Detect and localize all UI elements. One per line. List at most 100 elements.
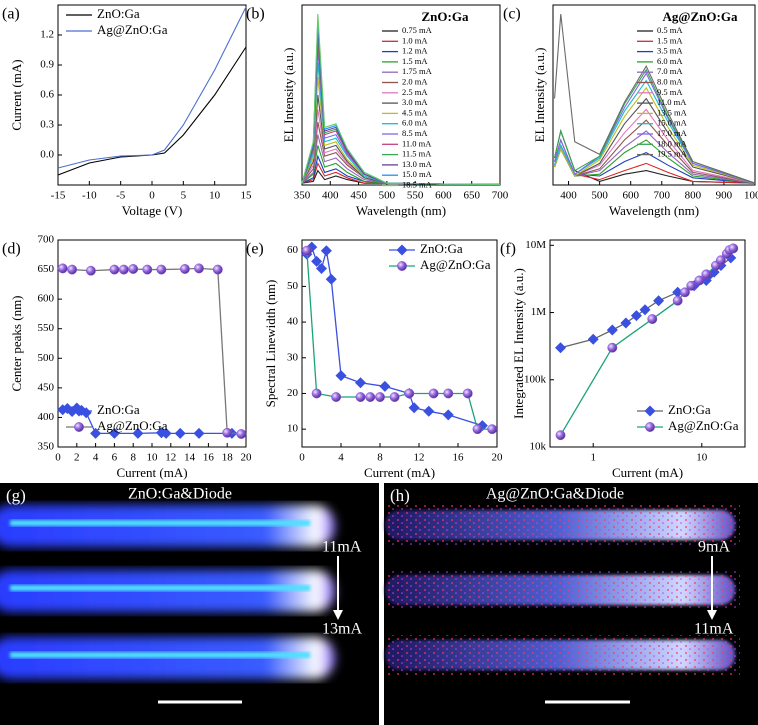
marker — [555, 430, 566, 441]
marker — [90, 427, 102, 439]
marker — [128, 264, 139, 274]
marker — [701, 269, 712, 280]
plot-frame — [552, 4, 756, 186]
marker — [67, 264, 78, 275]
marker — [396, 244, 408, 256]
series-line — [301, 145, 501, 186]
legend-label: 2.0 mA — [402, 76, 428, 86]
marker — [80, 407, 92, 419]
marker — [365, 392, 376, 402]
marker — [442, 409, 454, 421]
marker — [606, 324, 618, 336]
legend-label: 13.5 mA — [657, 107, 688, 117]
legend-label: 11.5 mA — [402, 149, 432, 159]
y-tick-label: 650 — [38, 263, 55, 275]
rods — [385, 505, 740, 675]
legend-label: 6.0 mA — [402, 118, 428, 128]
x-tick-label: 400 — [322, 190, 339, 202]
legend-label: 7.0 mA — [657, 66, 683, 76]
marker — [555, 342, 567, 354]
x-tick-label: 10 — [696, 452, 708, 464]
marker — [375, 392, 385, 402]
rods — [0, 505, 335, 679]
x-tick-label: 0 — [299, 452, 305, 464]
y-tick-label: 450 — [38, 381, 55, 393]
y-tick-label: 30 — [287, 351, 299, 363]
x-tick-label: 400 — [560, 190, 577, 202]
marker — [379, 380, 391, 392]
y-tick-label: 500 — [38, 352, 55, 364]
y-tick-label: 40 — [287, 316, 299, 328]
marker — [118, 264, 129, 275]
x-axis-label: Current (mA) — [364, 465, 435, 480]
x-tick-label: 500 — [379, 190, 396, 202]
series-line — [57, 6, 247, 169]
legend-label: Ag@ZnO:Ga — [97, 418, 168, 433]
series-line — [554, 72, 756, 184]
x-tick-label: 0 — [149, 190, 155, 202]
marker — [428, 388, 439, 399]
x-tick-label: 8 — [377, 452, 383, 464]
legend-label: 15.0 mA — [657, 118, 688, 128]
marker — [728, 243, 739, 254]
marker — [193, 427, 205, 439]
y-tick-label: 550 — [38, 322, 55, 334]
x-axis-label: Voltage (V) — [122, 203, 183, 218]
marker — [222, 427, 233, 438]
marker — [311, 255, 323, 267]
marker — [630, 310, 642, 322]
plot-frame — [549, 239, 746, 448]
x-axis-label: Wavelength (nm) — [356, 203, 446, 218]
marker — [109, 264, 120, 275]
legend-label: ZnO:Ga — [668, 402, 711, 417]
marker — [301, 245, 312, 256]
marker — [325, 273, 337, 285]
y-tick-label: 10M — [525, 239, 546, 251]
x-tick-label: -10 — [82, 190, 97, 202]
current-start: 9mA — [698, 539, 730, 556]
panel-label: (e) — [246, 241, 264, 258]
series-line — [301, 26, 501, 186]
photo-h: (h) Ag@ZnO:Ga&Diode 9mA 11mA — [384, 483, 758, 725]
legend-label: 0.5 mA — [657, 25, 683, 35]
x-axis-label: Current (mA) — [612, 465, 683, 480]
legend-label: 6.0 mA — [657, 56, 683, 66]
series-line — [301, 33, 501, 186]
y-tick-label: 0.9 — [40, 59, 54, 71]
x-tick-label: 6 — [112, 452, 118, 464]
legend-label: 1.0 mA — [402, 35, 428, 45]
legend-label: 4.5 mA — [402, 107, 428, 117]
x-tick-label: 1 — [590, 452, 596, 464]
marker — [680, 287, 690, 298]
legend-label: 11.0 mA — [402, 138, 432, 148]
x-axis-label: Wavelength (nm) — [609, 203, 699, 218]
x-tick-label: 20 — [241, 452, 253, 464]
y-axis-label: EL Intensity (a.u.) — [532, 48, 547, 143]
legend-label: Ag@ZnO:Ga — [97, 22, 168, 37]
marker — [694, 275, 705, 286]
x-tick-label: 14 — [184, 452, 196, 464]
photo-title: Ag@ZnO:Ga&Diode — [486, 486, 624, 503]
y-tick-label: 60 — [287, 244, 299, 256]
marker — [174, 427, 186, 439]
y-axis-label: EL Intensity (a.u.) — [281, 48, 296, 143]
marker — [645, 422, 655, 432]
marker — [715, 255, 726, 266]
series-line — [62, 267, 242, 435]
marker — [85, 265, 96, 276]
marker — [194, 263, 204, 274]
x-tick-label: 12 — [414, 452, 425, 464]
x-tick-label: -15 — [51, 190, 66, 202]
series-line — [301, 62, 501, 186]
legend-label: 3.5 mA — [657, 46, 683, 56]
y-tick-label: 1M — [531, 306, 547, 318]
current-end: 13mA — [322, 621, 362, 638]
x-tick-label: 16 — [203, 452, 215, 464]
legend-label: 1.5 mA — [402, 56, 428, 66]
x-tick-label: 350 — [294, 190, 311, 202]
marker — [607, 342, 618, 353]
y-tick-label: 0.0 — [40, 149, 54, 161]
panel-label: (g) — [6, 486, 26, 505]
marker — [423, 405, 435, 417]
marker — [320, 245, 332, 257]
